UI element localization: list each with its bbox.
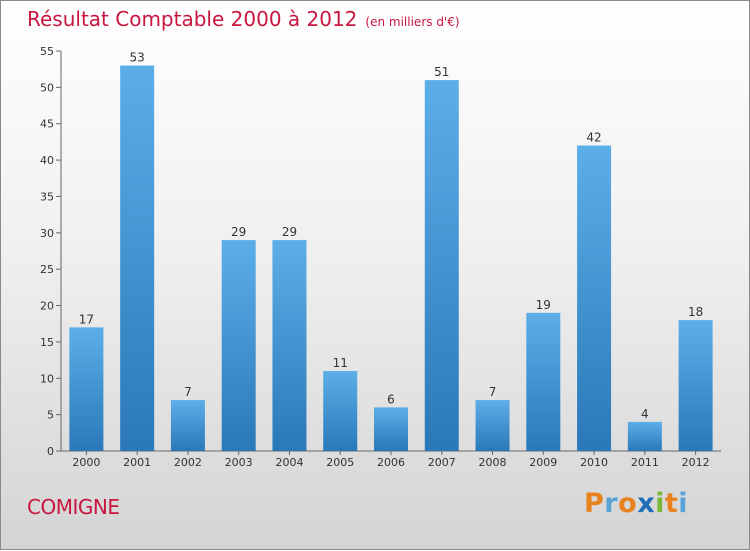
bar-2002: [170, 400, 205, 451]
y-tick-label: 10: [40, 372, 54, 385]
x-tick-label-2011: 2011: [631, 456, 659, 469]
logo-letter: x: [637, 488, 656, 519]
proxiti-logo: Proxiti: [584, 488, 688, 519]
chart-title: Résultat Comptable 2000 à 2012 (en millie…: [27, 7, 460, 31]
bar-2011: [627, 421, 662, 451]
y-tick-label: 35: [40, 190, 54, 203]
data-label-2011: 4: [641, 407, 649, 421]
logo-letter: i: [655, 488, 665, 519]
bar-2009: [526, 312, 561, 451]
x-tick-label-2004: 2004: [275, 456, 303, 469]
y-tick-label: 5: [47, 409, 54, 422]
data-label-2000: 17: [79, 312, 94, 326]
unit-label: (en milliers d'€): [365, 15, 460, 29]
data-label-2009: 19: [536, 298, 551, 312]
logo-letter: i: [678, 488, 689, 519]
x-tick-label-2012: 2012: [682, 456, 710, 469]
x-tick-label-2005: 2005: [326, 456, 354, 469]
y-tick-label: 20: [40, 300, 54, 313]
x-tick-label-2008: 2008: [479, 456, 507, 469]
bar-2003: [221, 240, 256, 451]
bar-2006: [374, 407, 408, 451]
bar-2007: [424, 80, 459, 451]
x-tick-label-2002: 2002: [174, 456, 202, 469]
logo-letter: r: [604, 488, 619, 519]
y-tick-label: 15: [40, 336, 54, 349]
x-tick-label-2003: 2003: [225, 456, 253, 469]
data-label-2002: 7: [184, 385, 192, 399]
data-label-2006: 6: [387, 392, 395, 406]
bar-2005: [323, 371, 358, 451]
x-tick-label-2007: 2007: [428, 456, 456, 469]
x-tick-label-2010: 2010: [580, 456, 608, 469]
x-tick-label-2001: 2001: [123, 456, 151, 469]
bar-2008: [475, 400, 510, 451]
data-label-2003: 29: [231, 225, 246, 239]
data-label-2005: 11: [333, 356, 348, 370]
y-tick-label: 40: [40, 154, 54, 167]
bar-2004: [272, 240, 307, 451]
data-label-2007: 51: [434, 65, 449, 79]
x-tick-label-2000: 2000: [72, 456, 100, 469]
y-tick-label: 30: [40, 227, 54, 240]
data-label-2008: 7: [489, 385, 497, 399]
y-tick-label: 55: [40, 45, 54, 58]
bar-2001: [120, 65, 155, 451]
data-label-2001: 53: [130, 51, 145, 65]
bar-2010: [577, 145, 612, 451]
y-tick-label: 25: [40, 263, 54, 276]
title-text: Résultat Comptable 2000 à 2012: [27, 7, 358, 31]
y-tick-label: 45: [40, 118, 54, 131]
bar-2000: [69, 327, 104, 451]
logo-letter: t: [664, 488, 679, 519]
y-tick-label: 0: [47, 445, 54, 458]
logo-letter: P: [584, 488, 605, 519]
data-label-2004: 29: [282, 225, 297, 239]
city-name: COMIGNE: [27, 495, 120, 519]
x-tick-label-2009: 2009: [529, 456, 557, 469]
data-label-2012: 18: [688, 305, 703, 319]
data-label-2010: 42: [586, 131, 601, 145]
logo-letter: o: [618, 488, 638, 519]
bar-2012: [678, 320, 713, 451]
x-tick-label-2006: 2006: [377, 456, 405, 469]
y-tick-label: 50: [40, 81, 54, 94]
